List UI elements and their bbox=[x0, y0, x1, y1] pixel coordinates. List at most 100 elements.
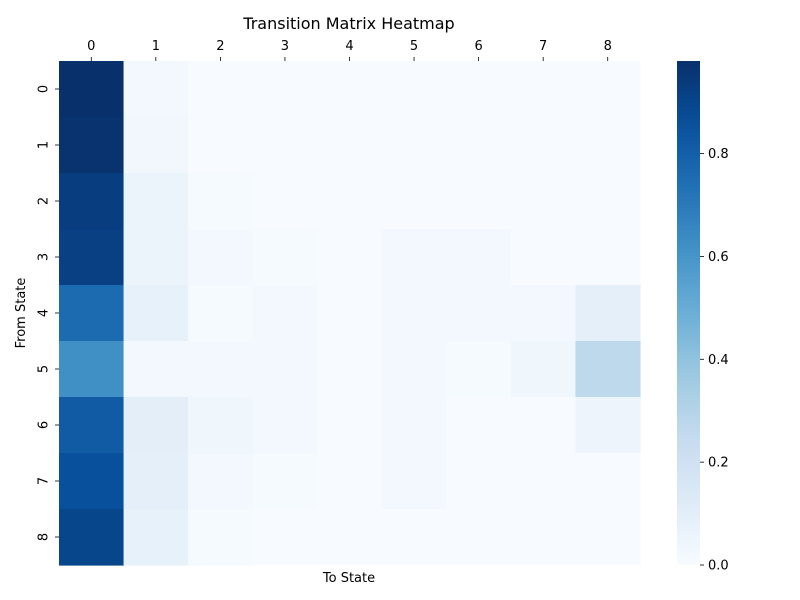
colorbar-tick-label: 0.2 bbox=[708, 456, 729, 471]
heatmap-cell bbox=[446, 117, 512, 174]
heatmap-cell bbox=[317, 117, 383, 174]
heatmap-cell bbox=[252, 453, 318, 510]
heatmap-cell bbox=[381, 229, 447, 286]
heatmap-cell bbox=[252, 117, 318, 174]
heatmap-cell bbox=[59, 453, 125, 510]
heatmap-cell bbox=[123, 229, 189, 286]
heatmap-cell bbox=[317, 173, 383, 230]
x-axis-label: To State bbox=[322, 571, 375, 586]
heatmap-cell bbox=[59, 173, 125, 230]
heatmap-cell bbox=[575, 117, 641, 174]
x-tick-label: 1 bbox=[152, 39, 160, 54]
y-tick-label: 8 bbox=[37, 533, 52, 541]
heatmap-cell bbox=[59, 509, 125, 566]
x-tick-label: 7 bbox=[539, 39, 547, 54]
y-tick-label: 1 bbox=[37, 141, 52, 149]
y-axis-ticks: 0 1 2 3 4 5 6 7 8 bbox=[37, 85, 59, 541]
x-tick-label: 6 bbox=[474, 39, 482, 54]
heatmap-cell bbox=[575, 509, 641, 566]
heatmap-cell bbox=[446, 229, 512, 286]
heatmap-cell bbox=[59, 61, 125, 118]
heatmap-cell bbox=[188, 397, 254, 454]
heatmap-cell bbox=[575, 285, 641, 342]
colorbar-tick-label: 0.6 bbox=[708, 250, 729, 265]
heatmap-cell bbox=[446, 61, 512, 118]
y-tick-label: 3 bbox=[37, 253, 52, 261]
heatmap-cell bbox=[188, 117, 254, 174]
x-tick-label: 4 bbox=[345, 39, 353, 54]
colorbar-tick-label: 0.8 bbox=[708, 147, 729, 162]
y-tick-label: 0 bbox=[37, 85, 52, 93]
heatmap-cell bbox=[188, 61, 254, 118]
x-tick-label: 2 bbox=[216, 39, 224, 54]
x-axis-ticks: 0 1 2 3 4 5 6 7 8 bbox=[87, 39, 612, 61]
heatmap-cell bbox=[575, 341, 641, 398]
heatmap-cell bbox=[446, 285, 512, 342]
heatmap-cell bbox=[252, 509, 318, 566]
heatmap-cell bbox=[446, 173, 512, 230]
y-tick-label: 4 bbox=[37, 309, 52, 317]
colorbar-tick-label: 0.4 bbox=[708, 353, 729, 368]
heatmap-cell bbox=[381, 173, 447, 230]
heatmap-cell bbox=[188, 509, 254, 566]
heatmap-cell bbox=[381, 509, 447, 566]
colorbar-ticks: 0.0 0.2 0.4 0.6 0.8 bbox=[700, 147, 729, 574]
x-tick-label: 8 bbox=[604, 39, 612, 54]
heatmap-cell bbox=[510, 229, 577, 286]
heatmap-cell bbox=[59, 229, 125, 286]
heatmap-cells bbox=[59, 61, 641, 566]
heatmap-cell bbox=[510, 509, 577, 566]
x-tick-label: 3 bbox=[281, 39, 289, 54]
heatmap-cell bbox=[59, 397, 125, 454]
x-tick-label: 5 bbox=[410, 39, 418, 54]
heatmap-cell bbox=[381, 453, 447, 510]
heatmap-cell bbox=[317, 285, 383, 342]
heatmap-cell bbox=[252, 285, 318, 342]
colorbar-tick-label: 0.0 bbox=[708, 559, 729, 574]
heatmap-cell bbox=[317, 61, 383, 118]
heatmap-cell bbox=[123, 173, 189, 230]
heatmap-cell bbox=[575, 173, 641, 230]
heatmap-cell bbox=[317, 453, 383, 510]
heatmap-cell bbox=[446, 453, 512, 510]
heatmap-cell bbox=[446, 397, 512, 454]
heatmap-cell bbox=[123, 341, 189, 398]
heatmap-cell bbox=[188, 341, 254, 398]
heatmap-cell bbox=[123, 397, 189, 454]
heatmap-cell bbox=[510, 397, 577, 454]
heatmap-cell bbox=[188, 285, 254, 342]
heatmap-cell bbox=[381, 341, 447, 398]
heatmap-cell bbox=[317, 509, 383, 566]
heatmap-cell bbox=[575, 61, 641, 118]
heatmap-cell bbox=[317, 341, 383, 398]
heatmap-cell bbox=[123, 117, 189, 174]
heatmap-cell bbox=[510, 117, 577, 174]
heatmap-cell bbox=[317, 397, 383, 454]
heatmap-cell bbox=[252, 397, 318, 454]
heatmap-cell bbox=[252, 173, 318, 230]
heatmap-cell bbox=[252, 61, 318, 118]
heatmap-cell bbox=[510, 285, 577, 342]
heatmap-cell bbox=[252, 341, 318, 398]
heatmap-cell bbox=[575, 453, 641, 510]
heatmap-cell bbox=[252, 229, 318, 286]
y-tick-label: 6 bbox=[37, 421, 52, 429]
heatmap-cell bbox=[188, 229, 254, 286]
heatmap-cell bbox=[188, 173, 254, 230]
heatmap-cell bbox=[59, 285, 125, 342]
y-tick-label: 2 bbox=[37, 197, 52, 205]
heatmap-cell bbox=[510, 173, 577, 230]
heatmap-cell bbox=[575, 397, 641, 454]
heatmap-cell bbox=[123, 285, 189, 342]
heatmap-cell bbox=[123, 61, 189, 118]
heatmap-cell bbox=[381, 285, 447, 342]
y-tick-label: 5 bbox=[37, 365, 52, 373]
heatmap-cell bbox=[510, 453, 577, 510]
x-tick-label: 0 bbox=[87, 39, 95, 54]
heatmap-cell bbox=[446, 509, 512, 566]
heatmap-cell bbox=[575, 229, 641, 286]
heatmap-cell bbox=[510, 61, 577, 118]
y-tick-label: 7 bbox=[37, 477, 52, 485]
heatmap-cell bbox=[381, 117, 447, 174]
